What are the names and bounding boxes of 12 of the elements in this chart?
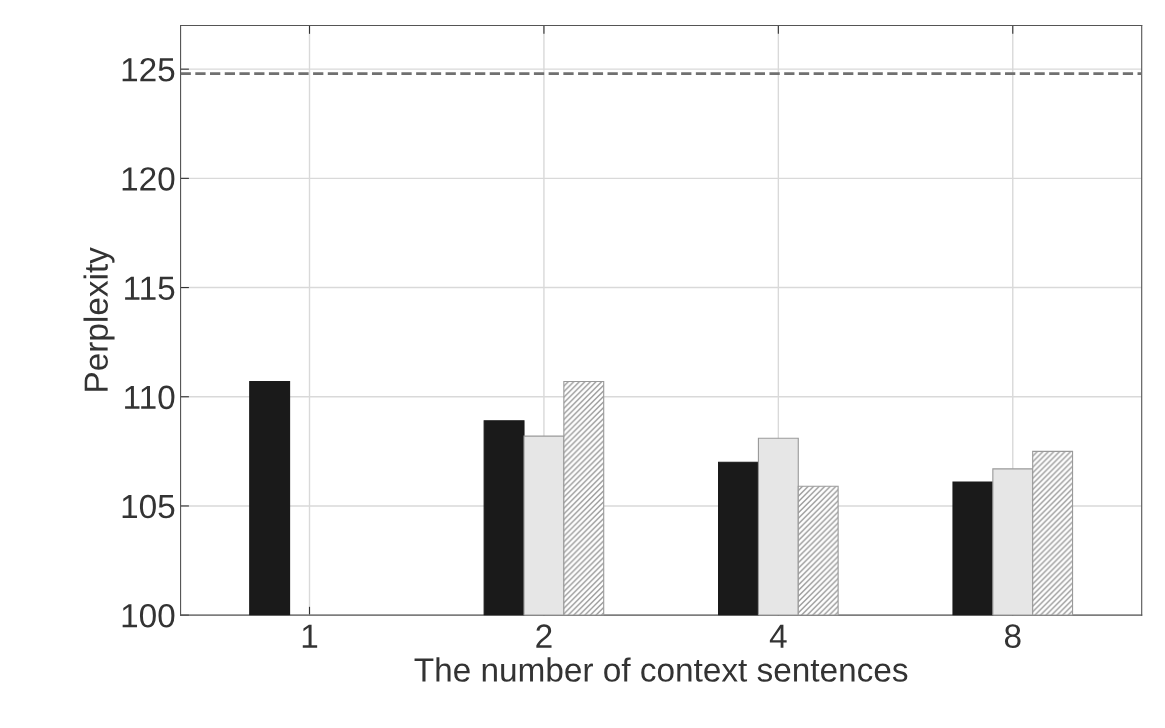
y-tick-label: 100	[122, 603, 175, 628]
y-tick-label: 120	[122, 167, 175, 191]
y-tick-label: 125	[122, 57, 175, 82]
x-tick-label: 1	[302, 624, 318, 648]
x-tick-label: 2	[536, 624, 552, 648]
y-axis-title: Perplexity	[83, 247, 115, 391]
y-tick-label: 115	[125, 276, 175, 300]
x-tick-label: 4	[769, 624, 787, 648]
y-tick-label: 105	[122, 494, 175, 519]
y-tick-label: 110	[125, 385, 175, 410]
x-tick-label: 8	[1004, 624, 1021, 648]
x-axis-title: The number of context sentences	[414, 657, 908, 682]
